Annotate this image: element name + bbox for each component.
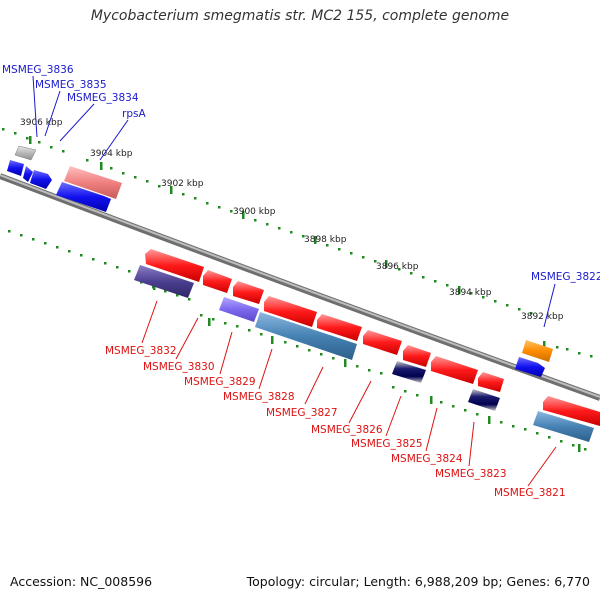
genome-stats-text: Topology: circular; Length: 6,988,209 bp… <box>246 574 590 589</box>
gene-label[interactable]: MSMEG_3829 <box>184 376 256 388</box>
tick-label: 3896 kbp <box>376 262 419 272</box>
tick-labels: 3906 kbp 3904 kbp 3902 kbp 3900 kbp 3898… <box>20 118 564 322</box>
gene-label[interactable]: MSMEG_3821 <box>494 487 566 499</box>
gene-msmeg-3821[interactable] <box>533 411 594 442</box>
gene-msmeg-3827[interactable] <box>317 314 362 341</box>
reverse-strand-genes <box>134 249 600 442</box>
leader-lines-reverse <box>141 300 557 487</box>
gene-msmeg-3832[interactable] <box>134 265 194 298</box>
tick-label: 3902 kbp <box>161 179 204 189</box>
gene-label[interactable]: rpsA <box>122 108 146 120</box>
gene-msmeg-3834[interactable] <box>64 166 122 199</box>
gene-label[interactable]: MSMEG_3824 <box>391 453 463 465</box>
gene-msmeg-3822[interactable] <box>515 357 545 377</box>
gene-forward-small-1[interactable] <box>7 160 24 176</box>
leader-lines-forward <box>32 75 556 328</box>
gene-labels-reverse: MSMEG_3832 MSMEG_3830 MSMEG_3829 MSMEG_3… <box>105 345 566 499</box>
gene-label[interactable]: MSMEG_3834 <box>67 92 139 104</box>
gene-msmeg-3835[interactable] <box>30 170 52 189</box>
gene-label[interactable]: MSMEG_3832 <box>105 345 177 357</box>
gene-label[interactable]: MSMEG_3827 <box>266 407 338 419</box>
gene-msmeg-3825-arrow[interactable] <box>403 345 431 367</box>
gene-msmeg-3832-arrow[interactable] <box>145 249 204 282</box>
gene-labels-forward: MSMEG_3836 MSMEG_3835 MSMEG_3834 rpsA MS… <box>2 64 600 283</box>
forward-strand-genes <box>7 145 553 377</box>
gene-msmeg-3824[interactable] <box>431 356 478 384</box>
gene-msmeg-3829[interactable] <box>219 297 259 322</box>
gene-label[interactable]: MSMEG_3830 <box>143 361 215 373</box>
gene-msmeg-3821-arrow[interactable] <box>543 396 600 426</box>
gene-msmeg-3829-arrow[interactable] <box>233 281 264 304</box>
accession-text: Accession: NC_008596 <box>10 574 153 589</box>
genome-title: Mycobacterium smegmatis str. MC2 155, co… <box>90 8 510 24</box>
gene-label[interactable]: MSMEG_3822 <box>531 271 600 283</box>
tick-label: 3904 kbp <box>90 149 133 159</box>
gene-msmeg-3826[interactable] <box>363 330 402 355</box>
tick-label: 3892 kbp <box>521 312 564 322</box>
gene-label[interactable]: MSMEG_3828 <box>223 391 295 403</box>
tick-label: 3900 kbp <box>233 207 276 217</box>
gene-label[interactable]: MSMEG_3835 <box>35 79 107 91</box>
gene-label[interactable]: MSMEG_3826 <box>311 424 383 436</box>
gene-msmeg-3825[interactable] <box>392 361 426 383</box>
gene-label[interactable]: MSMEG_3825 <box>351 438 423 450</box>
gene-label[interactable]: MSMEG_3823 <box>435 468 507 480</box>
gene-msmeg-3828-arrow[interactable] <box>264 296 317 327</box>
tick-label: 3894 kbp <box>449 288 492 298</box>
gene-msmeg-3823-arrow[interactable] <box>478 372 504 392</box>
gene-forward-small-2[interactable] <box>23 166 33 182</box>
genome-backbone <box>0 173 600 401</box>
gene-msmeg-3830[interactable] <box>203 270 232 293</box>
gene-msmeg-3823[interactable] <box>468 389 500 411</box>
gene-label[interactable]: MSMEG_3836 <box>2 64 74 76</box>
tick-label: 3906 kbp <box>20 118 63 128</box>
gene-rpsA[interactable] <box>56 182 111 212</box>
gene-msmeg-3828[interactable] <box>255 312 357 360</box>
gene-msmeg-3836[interactable] <box>14 145 37 161</box>
tick-label: 3898 kbp <box>304 235 347 245</box>
gene-msmeg-3822-rna[interactable] <box>522 340 553 362</box>
outer-tick-track <box>2 128 593 358</box>
inner-tick-track <box>8 230 587 452</box>
